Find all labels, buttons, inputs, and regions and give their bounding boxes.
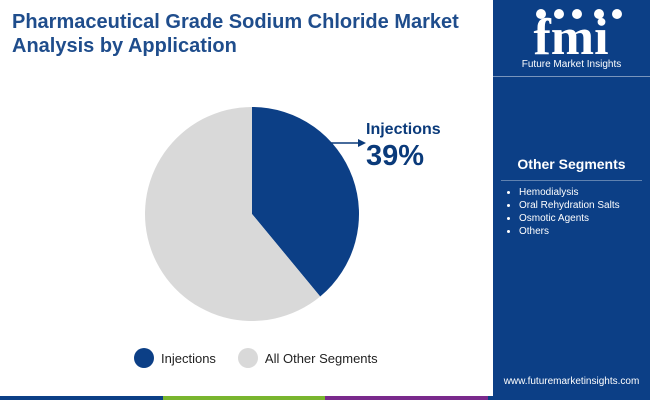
fmi-logo-icon: fmi (533, 9, 622, 60)
website-url: www.futuremarketinsights.com (503, 376, 640, 387)
divider (501, 180, 642, 181)
bottom-bar-segment (325, 396, 488, 400)
legend-swatch-injections (134, 348, 154, 368)
callout-arrowhead (358, 139, 366, 147)
bottom-bar-segment (487, 396, 650, 400)
segment-item: Osmotic Agents (519, 212, 620, 225)
logo: fmi Future Market Insights (493, 0, 650, 77)
page-title: Pharmaceutical Grade Sodium Chloride Mar… (12, 11, 459, 57)
pie-slice-injections (252, 107, 359, 297)
other-segments-heading: Other Segments (517, 156, 626, 172)
chart-legend: Injections All Other Segments (134, 347, 400, 369)
legend-item-injections: Injections (134, 348, 216, 368)
legend-item-all-other: All Other Segments (237, 348, 378, 368)
bottom-bar-segment (162, 396, 325, 400)
bottom-bar-segment (0, 396, 163, 400)
sidebar: fmi Future Market Insights Other Segment… (493, 0, 650, 400)
logo-subtitle: Future Market Insights (521, 59, 622, 70)
bottom-color-bar (0, 396, 650, 400)
segment-item: Hemodialysis (519, 186, 620, 199)
legend-label-all-other: All Other Segments (264, 350, 378, 366)
callout-label: Injections (366, 121, 441, 138)
pie-slice-all-other-segments (144, 107, 321, 321)
segment-item: Oral Rehydration Salts (519, 199, 620, 212)
callout-value: 39% (366, 140, 425, 172)
legend-label-injections: Injections (161, 350, 216, 366)
legend-swatch-all-other (237, 348, 258, 368)
segment-item: Others (519, 225, 620, 238)
other-segments-list: Hemodialysis Oral Rehydration Salts Osmo… (501, 186, 620, 238)
